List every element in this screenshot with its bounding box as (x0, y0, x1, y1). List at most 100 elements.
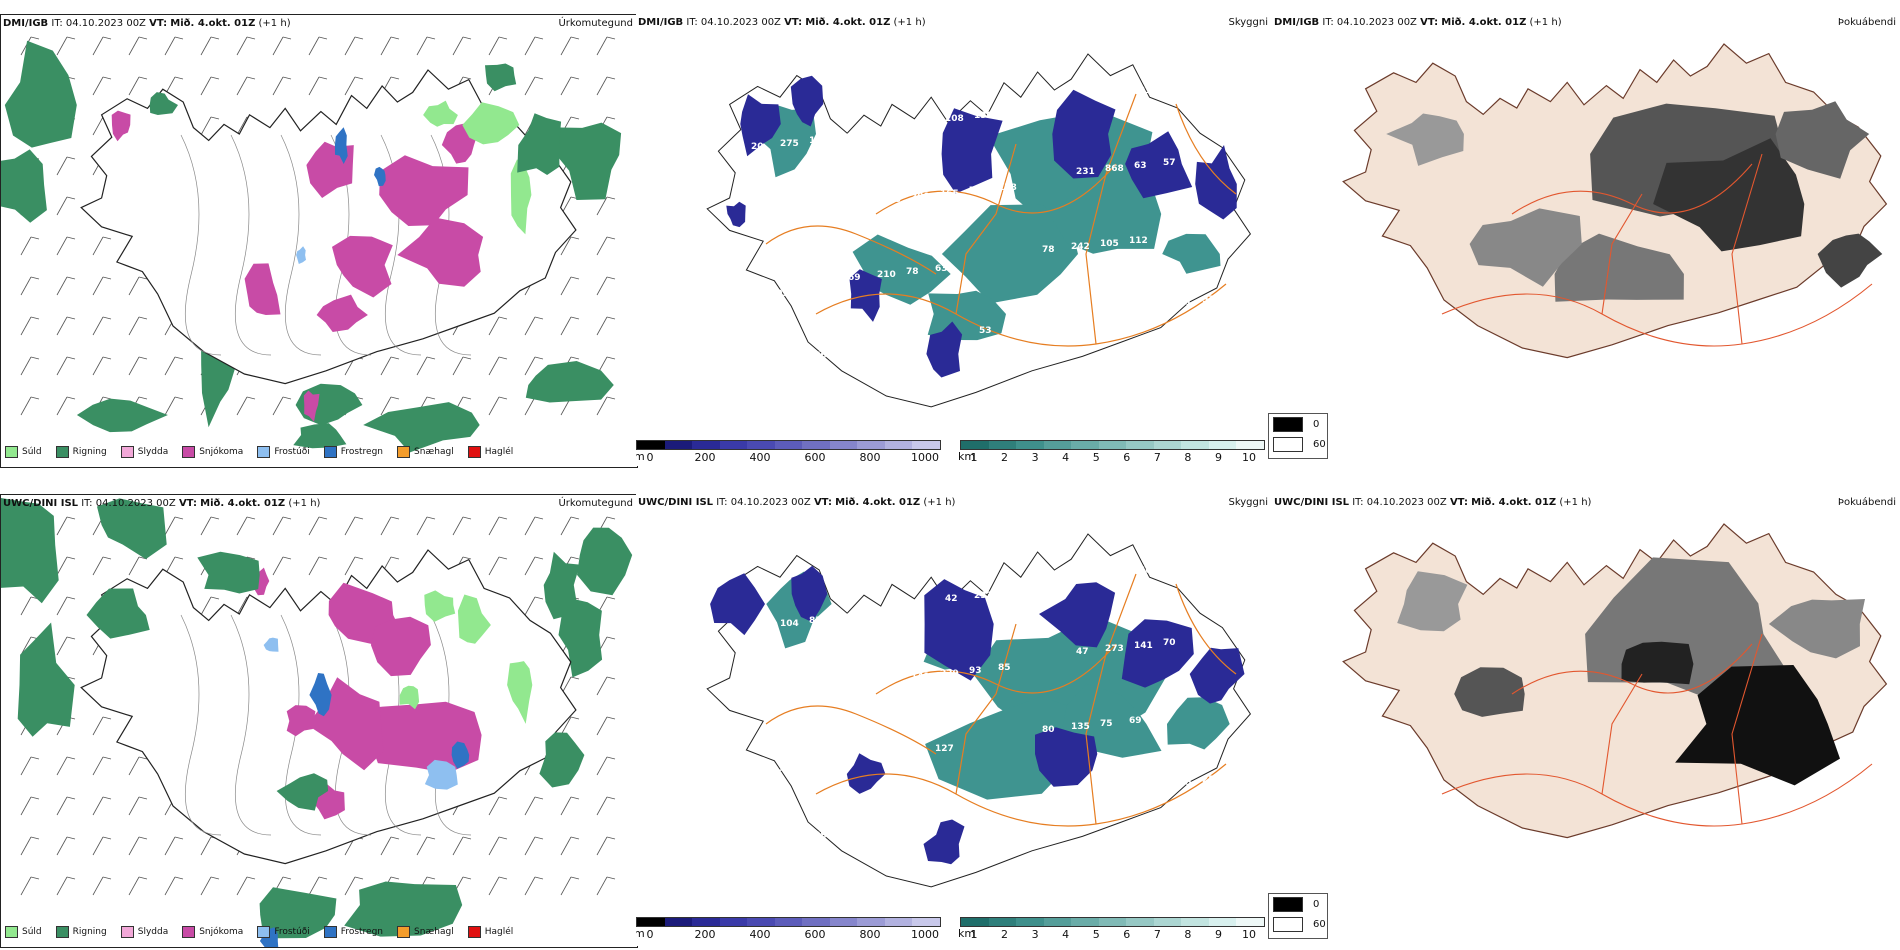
wind-barb-flag (354, 76, 364, 80)
wind-barb (56, 836, 68, 856)
wind-barb-flag (318, 516, 328, 520)
colorbar-tick: 5 (1092, 451, 1100, 464)
wind-barb-flag (282, 556, 292, 560)
low-ceiling-area (926, 321, 963, 378)
legend-label: Haglél (484, 927, 514, 937)
ceiling-label: 69 (848, 273, 861, 283)
wind-barb-flag (390, 876, 400, 880)
wind-barb (56, 876, 68, 896)
it-label: IT: (51, 18, 63, 29)
wind-barb-flag (66, 796, 76, 800)
wind-barb (128, 556, 140, 576)
legend-label: Snjókoma (199, 927, 244, 937)
wind-barb (524, 76, 536, 96)
colorbar-cell (1126, 918, 1154, 926)
colorbar-tick: 400 (749, 928, 771, 941)
wind-barb (20, 756, 32, 776)
valid-time: Mið. 4.okt. 01Z (1441, 17, 1527, 28)
model-name: DMI/IGB (3, 18, 49, 29)
precip-legend-item: Snæhagl (397, 926, 454, 938)
panel-header: DMI/IGB IT: 04.10.2023 00Z VT: Mið. 4.ok… (1274, 16, 1896, 30)
road-line (1441, 763, 1873, 827)
colorbar-cell (988, 918, 1017, 926)
wind-barb (128, 356, 140, 376)
colorbar-cell (961, 441, 989, 449)
wind-barb (92, 356, 104, 376)
wind-barb (128, 276, 140, 296)
fog-legend-top: 0 60 (1268, 413, 1328, 459)
wind-barb-flag (246, 556, 256, 560)
rain-area (525, 361, 614, 403)
snow-area (370, 616, 431, 677)
issue-time: 04.10.2023 00Z (65, 18, 146, 29)
panel-header: UWC/DINI ISL IT: 04.10.2023 00Z VT: Mið.… (638, 496, 1268, 510)
wind-barb (524, 556, 536, 576)
wind-barb-flag (210, 596, 220, 600)
wind-barb-flag (282, 876, 292, 880)
colorbar-tick: 600 (804, 451, 826, 464)
wind-barb (452, 516, 464, 536)
rain-area (149, 92, 178, 115)
colorbar-tick: 200 (694, 451, 716, 464)
wind-barb (488, 396, 500, 416)
ceiling-label: 868 (1105, 164, 1124, 174)
wind-barb-flag (138, 316, 148, 320)
lead-time: (+1 h) (1559, 497, 1592, 508)
wind-barb (20, 596, 32, 616)
ceiling-label: 119 (1003, 588, 1022, 598)
colorbar-tick: 5 (1092, 928, 1100, 941)
panel-header: UWC/DINI ISL IT: 04.10.2023 00Z VT: Mið.… (3, 497, 633, 511)
wind-barb (20, 236, 32, 256)
ceiling-label: 54 (901, 822, 914, 832)
ceiling-label: 83 (1037, 800, 1050, 810)
wind-barb-flag (66, 876, 76, 880)
colorbar-tick: 10 (1242, 451, 1256, 464)
colorbar-cell (1016, 918, 1044, 926)
legend-label: Frostúði (274, 927, 310, 937)
wind-barb-flag (318, 556, 328, 560)
rain-area (97, 498, 167, 560)
fog-legend-low: 60 (1313, 918, 1326, 930)
wind-barb (92, 36, 104, 56)
legend-swatch (182, 926, 196, 938)
wind-barb (92, 556, 104, 576)
precip-map-top (1, 36, 622, 453)
ceiling-label: 239 (940, 669, 959, 679)
ceiling-label: 80 (1042, 725, 1055, 735)
colorbar-cell (1126, 441, 1154, 449)
issue-time: 04.10.2023 00Z (95, 498, 176, 509)
ceiling-label: 275 (780, 139, 799, 149)
legend-swatch (5, 926, 18, 938)
wind-barb (596, 36, 608, 56)
colorbar-cell (988, 441, 1017, 449)
wind-barb (308, 516, 320, 536)
wind-barb-flag (606, 516, 616, 520)
wind-barb-flag (246, 76, 256, 80)
wind-barb-flag (30, 276, 40, 280)
ceiling-label: 93 (969, 666, 982, 676)
wind-barb-flag (534, 516, 544, 520)
road-line (955, 143, 1017, 315)
wind-barb (164, 36, 176, 56)
ceiling-label: 105 (1100, 239, 1119, 249)
colorbar-cell (1071, 441, 1099, 449)
ceiling-label: 53 (979, 326, 992, 336)
coastline (706, 533, 1252, 888)
wind-barb-flag (462, 556, 472, 560)
legend-swatch (55, 926, 69, 938)
colorbar-cell (829, 918, 858, 926)
colorbar-tick: 6 (1123, 928, 1131, 941)
param-title: Þokuábendi (1837, 497, 1896, 508)
frost-drizzle-area (263, 637, 279, 652)
vt-label: VT: (149, 18, 168, 29)
legend-swatch (257, 926, 271, 938)
model-name: UWC/DINI ISL (3, 498, 79, 509)
colorbar-cell (719, 918, 748, 926)
fog-area (1469, 208, 1582, 287)
ceiling-map-top: 124 82 178 112 103 133 72 57 124 63 83 81 66 79 105 67 5… (706, 53, 1252, 408)
ceiling-label: 59 (1197, 560, 1210, 570)
wind-barb (524, 796, 536, 816)
fog-area (1775, 101, 1870, 179)
colorbar-cell (664, 441, 693, 449)
wind-barb-flag (66, 516, 76, 520)
